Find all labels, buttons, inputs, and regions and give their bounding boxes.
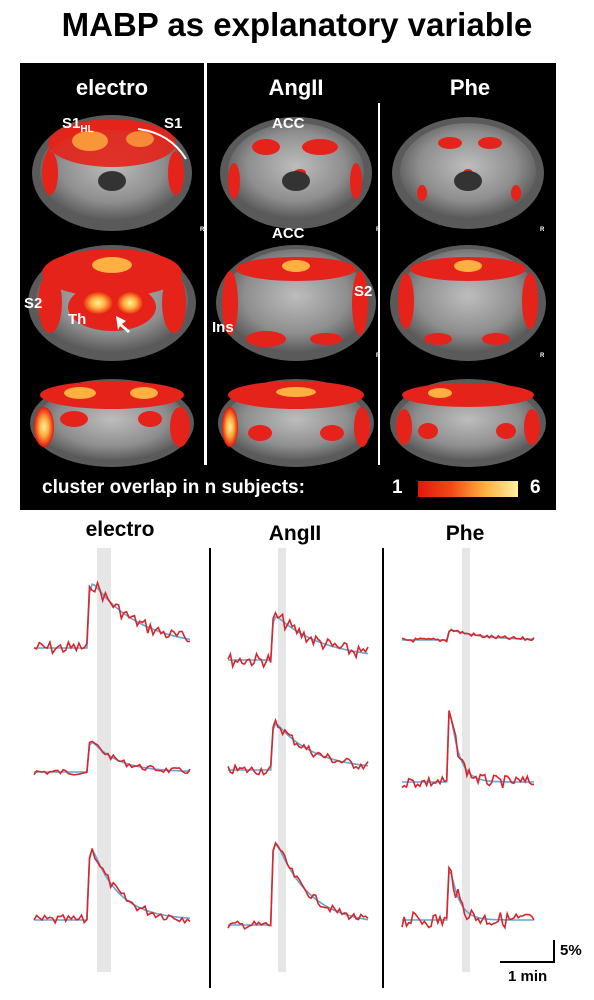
scale-y-label: 5% xyxy=(560,942,582,959)
label-acc-top: ACC xyxy=(272,115,305,132)
brain-slices xyxy=(28,115,546,467)
figure-title: MABP as explanatory variable xyxy=(61,6,533,43)
measured-trace xyxy=(401,710,535,789)
model-trace xyxy=(228,616,369,661)
stimulus-band xyxy=(278,548,286,972)
orientation-marker: R xyxy=(376,353,381,359)
orientation-marker: R xyxy=(200,227,205,233)
column-divider xyxy=(204,63,207,465)
column-title-electro: electro xyxy=(75,75,149,100)
legend-colorbar xyxy=(418,481,518,497)
orientation-marker: R xyxy=(540,353,545,359)
orientation-marker: R xyxy=(540,227,545,233)
legend-max: 6 xyxy=(530,477,541,498)
slice-angii-row1 xyxy=(220,117,372,229)
stimulus-band xyxy=(462,548,470,972)
slice-phe-row2 xyxy=(390,245,546,361)
column-title-angii: AngII xyxy=(268,75,324,100)
measured-trace xyxy=(227,610,369,670)
scale-bar xyxy=(500,940,555,963)
legend-label: cluster overlap in n subjects: xyxy=(42,477,305,498)
ts-divider xyxy=(382,548,384,988)
measured-trace xyxy=(33,580,190,656)
label-s1: S1 xyxy=(164,115,183,132)
label-s2-right: S2 xyxy=(354,283,373,300)
measured-trace xyxy=(401,865,535,930)
label-thalamus: Th xyxy=(68,311,87,328)
ts-title-electro: electro xyxy=(85,518,155,541)
slice-electro-row2 xyxy=(28,245,196,361)
brain-map-panel: electro AngII Phe xyxy=(20,63,556,510)
slice-electro-row3 xyxy=(30,379,194,467)
ts-title-phe: Phe xyxy=(445,522,485,545)
ts-divider xyxy=(209,548,211,988)
model-trace xyxy=(228,722,369,771)
measured-trace xyxy=(401,628,535,643)
slice-electro-row1 xyxy=(32,115,192,231)
ts-title-angii: AngII xyxy=(268,522,322,545)
measured-trace xyxy=(227,841,369,930)
column-title-phe: Phe xyxy=(449,75,491,100)
orientation-marker: R xyxy=(376,227,381,233)
scale-x-label: 1 min xyxy=(508,968,548,985)
label-acc-mid: ACC xyxy=(272,225,305,242)
measured-trace xyxy=(227,717,369,776)
slice-angii-row3 xyxy=(218,379,374,467)
model-trace xyxy=(402,869,534,921)
label-s1hl: S1HL xyxy=(62,115,94,135)
stimulus-band xyxy=(97,548,111,972)
column-divider xyxy=(378,103,380,465)
label-insula: Ins xyxy=(212,319,234,336)
slice-angii-row2 xyxy=(216,245,376,361)
legend-min: 1 xyxy=(392,477,403,498)
label-s2-left: S2 xyxy=(24,295,43,312)
measured-trace xyxy=(33,848,191,925)
slice-phe-row3 xyxy=(390,379,546,467)
slice-phe-row1 xyxy=(392,117,544,229)
measured-trace xyxy=(33,740,191,776)
model-trace xyxy=(34,583,191,649)
